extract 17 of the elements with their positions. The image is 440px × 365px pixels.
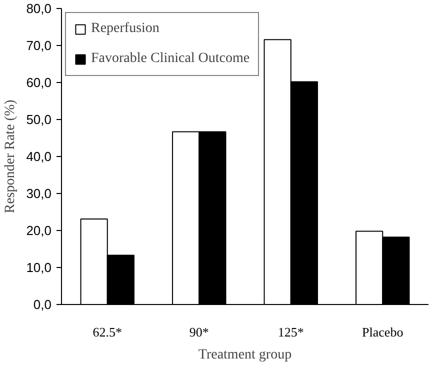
y-tick-label: 40,0 <box>26 149 52 164</box>
y-tick-label: 50,0 <box>26 112 52 127</box>
y-tick-label: 0,0 <box>33 297 52 312</box>
y-tick-label: 30,0 <box>26 186 52 201</box>
x-tick-label: 62.5* <box>92 324 122 340</box>
y-tick-label: 80,0 <box>26 1 52 16</box>
x-tick-label: 125* <box>278 324 304 340</box>
y-axis-title: Responder Rate (%) <box>3 99 18 214</box>
y-tick-label: 60,0 <box>26 75 52 90</box>
legend-label: Favorable Clinical Outcome <box>91 51 250 67</box>
y-tick-label: 10,0 <box>26 260 52 275</box>
y-tick-label: 70,0 <box>26 38 52 53</box>
x-tick-label: 90* <box>189 324 209 340</box>
x-axis-title: Treatment group <box>198 348 292 362</box>
y-tick-label: 20,0 <box>26 223 52 238</box>
legend-label: Reperfusion <box>91 21 160 37</box>
x-tick-label: Placebo <box>362 324 404 340</box>
